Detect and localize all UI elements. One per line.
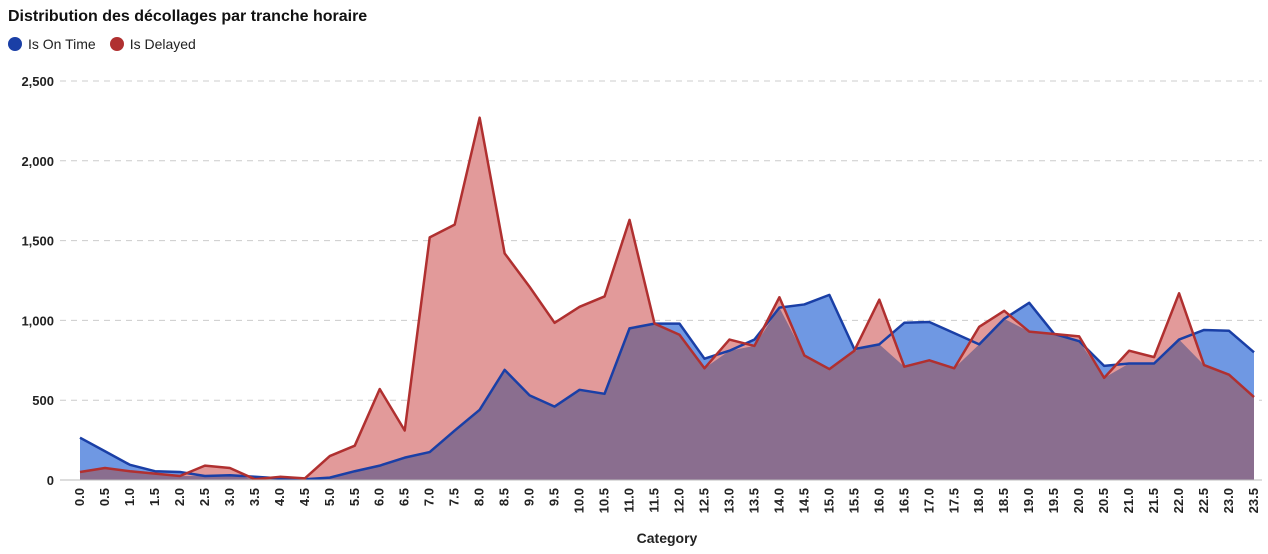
x-tick-label: 21.0 (1121, 488, 1136, 513)
x-tick-label: 1.0 (122, 488, 137, 506)
y-tick-label: 2,500 (21, 74, 54, 89)
x-tick-label: 5.0 (322, 488, 337, 506)
x-tick-label: 22.0 (1171, 488, 1186, 513)
x-tick-label: 3.5 (247, 488, 262, 506)
x-tick-label: 20.0 (1071, 488, 1086, 513)
x-tick-label: 16.5 (896, 488, 911, 513)
y-tick-label: 500 (32, 393, 54, 408)
x-tick-label: 1.5 (147, 488, 162, 506)
area-overlap (80, 307, 1254, 480)
x-tick-label: 13.0 (721, 488, 736, 513)
x-tick-label: 21.5 (1146, 488, 1161, 513)
x-tick-label: 18.5 (996, 488, 1011, 513)
x-tick-label: 10.5 (597, 488, 612, 513)
x-tick-label: 5.5 (347, 488, 362, 506)
x-tick-label: 2.5 (197, 488, 212, 506)
x-tick-label: 22.5 (1196, 488, 1211, 513)
x-tick-label: 23.0 (1221, 488, 1236, 513)
legend-item-delayed[interactable]: Is Delayed (109, 36, 196, 52)
series-line-delayed (79, 116, 1255, 481)
x-tick-label: 0.0 (72, 488, 87, 506)
x-tick-label: 18.0 (971, 488, 986, 513)
x-tick-label: 10.0 (572, 488, 587, 513)
x-tick-label: 7.5 (447, 488, 462, 506)
x-tick-label: 15.0 (821, 488, 836, 513)
y-tick-label: 1,000 (21, 313, 54, 328)
x-tick-label: 11.5 (647, 488, 662, 513)
x-tick-label: 6.0 (372, 488, 387, 506)
chart-title: Distribution des décollages par tranche … (8, 8, 368, 25)
x-tick-label: 15.5 (846, 488, 861, 513)
x-tick-label: 4.0 (272, 488, 287, 506)
x-tick-label: 19.5 (1046, 488, 1061, 513)
legend-swatch-delayed (109, 37, 124, 51)
x-tick-label: 12.5 (696, 488, 711, 513)
x-tick-label: 20.5 (1096, 488, 1111, 513)
x-tick-label: 8.5 (497, 488, 512, 506)
x-tick-label: 3.0 (222, 488, 237, 506)
x-tick-label: 4.5 (297, 488, 312, 506)
y-tick-label: 0 (47, 473, 54, 488)
x-tick-label: 7.0 (422, 488, 437, 506)
x-tick-label: 16.0 (871, 488, 886, 513)
x-tick-label: 2.0 (172, 488, 187, 506)
x-tick-label: 19.0 (1021, 488, 1036, 513)
x-tick-label: 23.5 (1246, 488, 1261, 513)
x-tick-label: 0.5 (97, 488, 112, 506)
x-tick-label: 14.5 (796, 488, 811, 513)
legend-label-delayed: Is Delayed (129, 36, 196, 52)
legend-swatch-on-time (8, 37, 22, 51)
x-tick-label: 17.0 (921, 488, 936, 513)
legend-item-on-time[interactable]: Is On Time (8, 36, 96, 52)
x-tick-label: 6.5 (397, 488, 412, 506)
x-tick-label: 9.0 (522, 488, 537, 506)
x-tick-label: 11.0 (622, 488, 637, 513)
x-tick-label: 12.0 (671, 488, 686, 513)
x-tick-label: 8.0 (472, 488, 487, 506)
legend: Is On Time Is Delayed (8, 36, 210, 52)
x-tick-label: 17.5 (946, 488, 961, 513)
x-tick-label: 14.0 (771, 488, 786, 513)
x-axis-title: Category (637, 530, 698, 546)
y-tick-label: 1,500 (21, 234, 54, 249)
x-tick-label: 9.5 (547, 488, 562, 506)
x-tick-label: 13.5 (746, 488, 761, 513)
legend-label-on-time: Is On Time (28, 36, 96, 52)
y-tick-label: 2,000 (21, 154, 54, 169)
